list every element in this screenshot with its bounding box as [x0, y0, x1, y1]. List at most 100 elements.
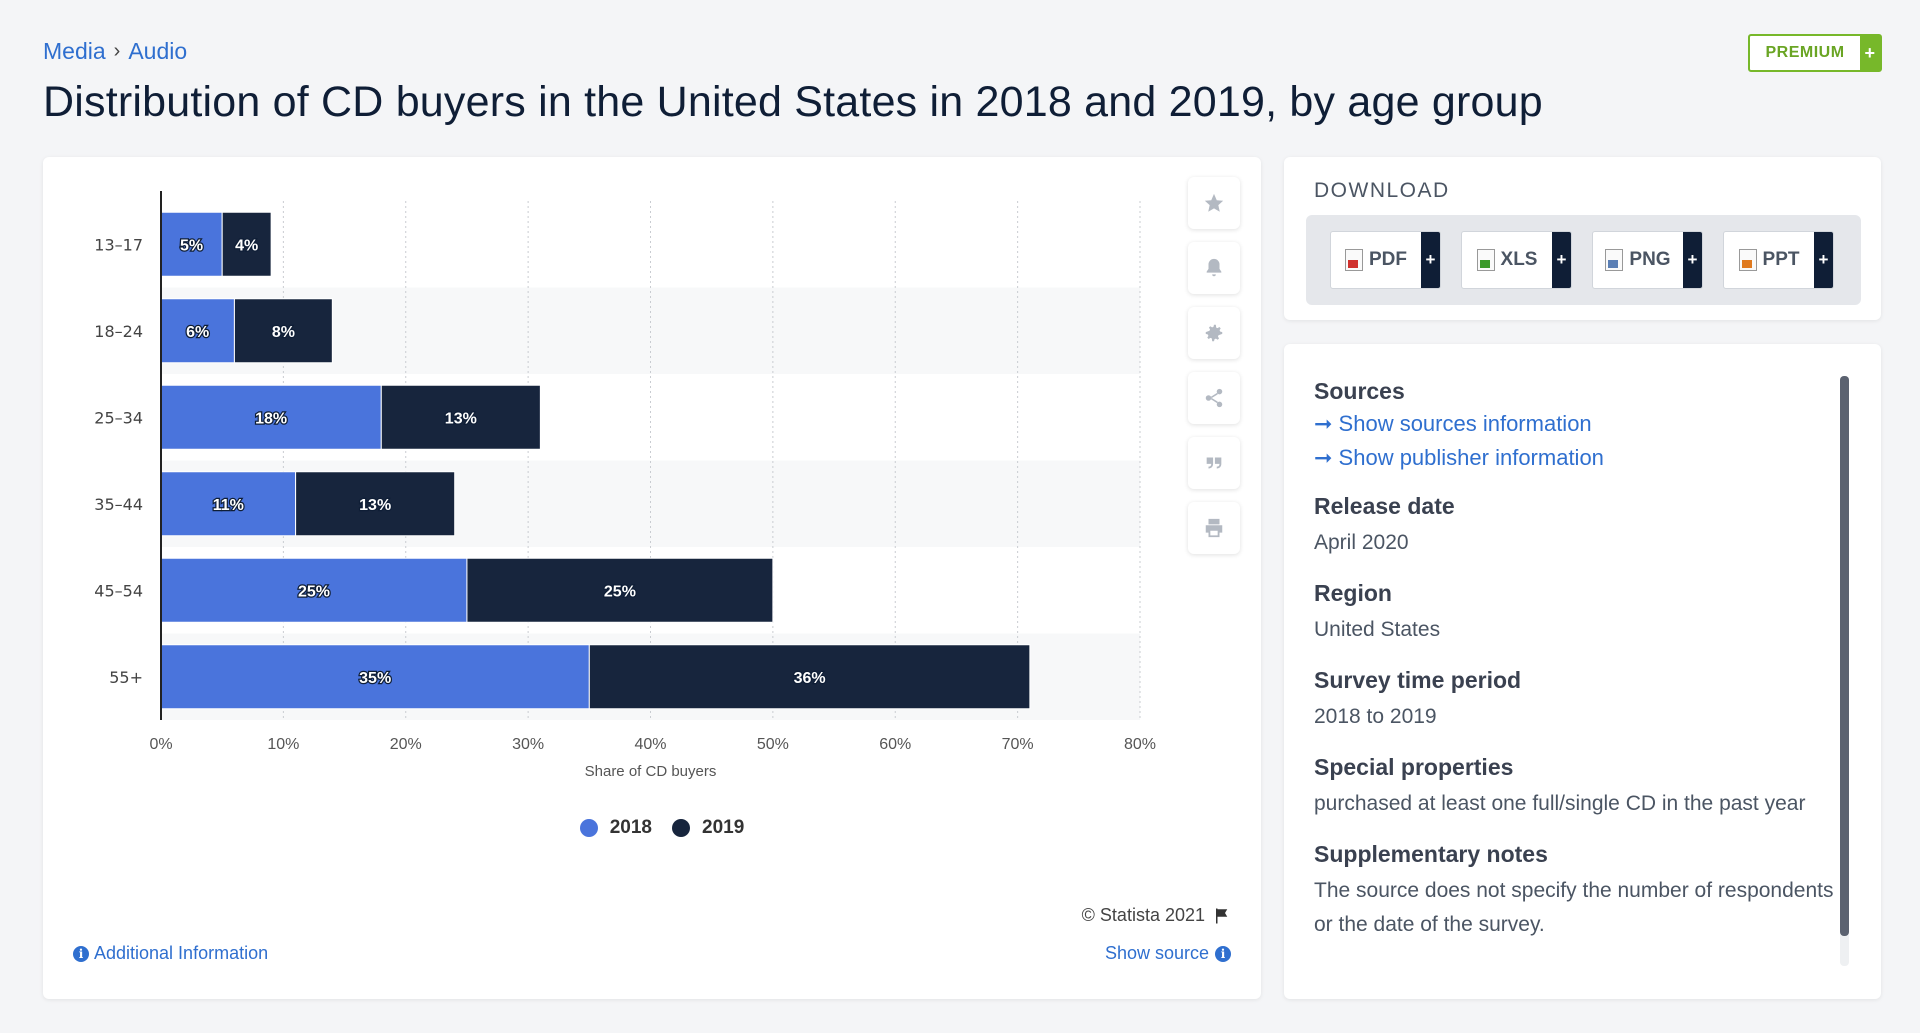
xls-file-icon	[1476, 249, 1495, 271]
download-pdf-plus: +	[1421, 232, 1440, 288]
info-scrollbar-thumb[interactable]	[1840, 376, 1849, 936]
supplementary-notes-heading: Supplementary notes	[1314, 841, 1548, 867]
download-ppt-button[interactable]: PPT +	[1723, 231, 1834, 289]
png-file-icon	[1605, 249, 1624, 271]
show-publisher-label: Show publisher information	[1338, 445, 1604, 470]
bar-2019	[466, 557, 774, 623]
download-ppt-plus: +	[1814, 232, 1833, 288]
category-label: 25–34	[94, 408, 143, 427]
data-label: 11%	[213, 497, 244, 514]
download-xls-label: XLS	[1500, 249, 1538, 270]
info-scrollbar[interactable]	[1840, 376, 1849, 966]
download-png-button[interactable]: PNG +	[1592, 231, 1703, 289]
bar-2018	[160, 557, 468, 623]
x-tick-label: 60%	[879, 736, 911, 753]
x-tick-label: 50%	[757, 736, 789, 753]
settings-button[interactable]	[1188, 307, 1240, 359]
release-date-heading: Release date	[1314, 493, 1455, 519]
category-label: 55+	[109, 668, 143, 687]
data-label: 13%	[359, 497, 391, 514]
info-icon: i	[1215, 945, 1231, 962]
bar-2019	[295, 471, 456, 537]
legend-label-2018: 2018	[609, 817, 652, 838]
flag-icon[interactable]	[1213, 907, 1231, 925]
print-icon	[1205, 518, 1223, 538]
show-publisher-link[interactable]: ➞ Show publisher information	[1314, 445, 1834, 471]
star-icon	[1204, 193, 1224, 212]
data-label: 18%	[255, 410, 287, 427]
arrow-right-icon: ➞	[1314, 445, 1339, 470]
bar-2019	[221, 211, 272, 277]
show-source-link[interactable]: Show source i	[1105, 943, 1231, 964]
cite-button[interactable]	[1188, 437, 1240, 489]
print-button[interactable]	[1188, 502, 1240, 554]
additional-information-label: Additional Information	[94, 943, 269, 963]
copyright: © Statista 2021	[1082, 905, 1231, 926]
survey-period-value: 2018 to 2019	[1314, 705, 1437, 728]
gear-icon	[1205, 324, 1223, 342]
additional-information-link[interactable]: i Additional Information	[73, 943, 268, 964]
legend-item-2018[interactable]: 2018	[579, 817, 652, 839]
breadcrumb-media[interactable]: Media	[43, 38, 106, 64]
page-title: Distribution of CD buyers in the United …	[43, 78, 1543, 126]
bar-2019	[233, 298, 333, 364]
download-xls-button[interactable]: XLS +	[1461, 231, 1572, 289]
x-tick-label: 40%	[634, 736, 666, 753]
ppt-file-icon	[1738, 249, 1757, 271]
info-icon: i	[73, 945, 89, 962]
category-label: 45–54	[94, 581, 143, 600]
bar-2019	[588, 644, 1031, 710]
x-tick-label: 80%	[1124, 736, 1156, 753]
region-value: United States	[1314, 618, 1441, 641]
data-label: 8%	[272, 324, 295, 341]
download-pdf-label: PDF	[1369, 249, 1407, 270]
data-label: 36%	[794, 670, 826, 687]
survey-period-heading: Survey time period	[1314, 667, 1522, 693]
x-tick-label: 20%	[390, 736, 422, 753]
info-content: Sources ➞ Show sources information ➞ Sho…	[1314, 378, 1834, 962]
legend-item-2019[interactable]: 2019	[672, 817, 744, 839]
pdf-file-icon	[1345, 249, 1363, 271]
arrow-right-icon: ➞	[1314, 411, 1339, 436]
show-sources-link[interactable]: ➞ Show sources information	[1314, 411, 1834, 437]
bar-2018	[160, 644, 590, 710]
breadcrumb: Media › Audio	[43, 38, 187, 65]
share-button[interactable]	[1188, 372, 1240, 424]
statistic-info-card: Sources ➞ Show sources information ➞ Sho…	[1284, 344, 1881, 999]
x-axis-label: Share of CD buyers	[585, 763, 717, 780]
bell-icon	[1206, 258, 1222, 277]
legend-label-2019: 2019	[702, 817, 745, 838]
release-date-value: April 2020	[1314, 531, 1409, 554]
bar-2018	[160, 298, 235, 364]
chart-card: 0% 10% 20% 30% 40% 50% 60% 70% 80% Share of CD bu…	[43, 157, 1261, 999]
copyright-text: © Statista 2021	[1081, 905, 1205, 925]
x-tick-label: 70%	[1002, 736, 1034, 753]
download-ppt-label: PPT	[1762, 249, 1800, 270]
premium-badge[interactable]: PREMIUM +	[1748, 34, 1882, 72]
legend-dot-2019	[672, 819, 690, 837]
show-source-label: Show source	[1104, 943, 1209, 963]
breadcrumb-audio[interactable]: Audio	[128, 38, 188, 64]
bar-chart: 0% 10% 20% 30% 40% 50% 60% 70% 80% Share of CD bu…	[94, 191, 1156, 780]
quote-icon	[1206, 457, 1222, 469]
notification-button[interactable]	[1188, 242, 1240, 294]
bar-2018	[160, 211, 223, 277]
download-png-label: PNG	[1629, 249, 1671, 270]
download-title: DOWNLOAD	[1314, 179, 1450, 202]
special-properties-heading: Special properties	[1314, 754, 1514, 780]
chart-toolbar	[1188, 177, 1240, 554]
supplementary-notes-value: The source does not specify the number o…	[1314, 879, 1834, 936]
bar-2018	[160, 384, 382, 450]
data-label: 5%	[180, 237, 203, 254]
data-label: 25%	[298, 583, 330, 600]
favorite-button[interactable]	[1188, 177, 1240, 229]
download-pdf-button[interactable]: PDF +	[1330, 231, 1441, 289]
chart-legend: 2018 2019	[43, 817, 1261, 839]
special-properties-value: purchased at least one full/single CD in…	[1314, 792, 1806, 815]
legend-dot-2018	[579, 819, 598, 837]
download-buttons: PDF + XLS + PNG + PPT +	[1306, 215, 1861, 305]
sources-heading: Sources	[1314, 378, 1405, 404]
download-png-plus: +	[1683, 232, 1702, 288]
premium-label: PREMIUM	[1765, 44, 1845, 61]
data-label: 25%	[604, 583, 636, 600]
